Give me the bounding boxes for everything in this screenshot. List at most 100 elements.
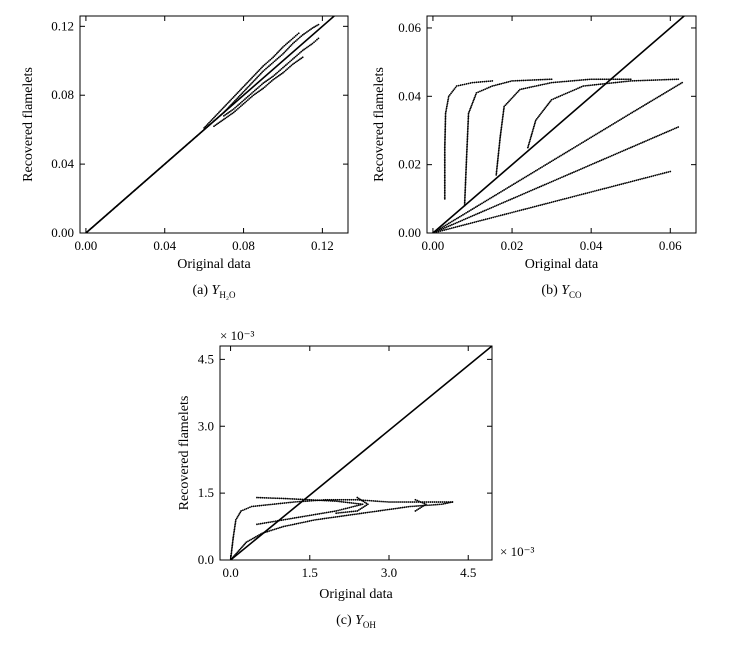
- data-point: [259, 522, 262, 525]
- data-point: [250, 538, 253, 541]
- data-point: [465, 160, 468, 163]
- data-point: [253, 93, 256, 96]
- data-point: [231, 541, 234, 544]
- data-point: [648, 101, 651, 104]
- data-point: [236, 92, 239, 94]
- data-point: [256, 535, 259, 537]
- data-point: [337, 512, 340, 514]
- data-point: [582, 141, 585, 144]
- data-point: [218, 121, 221, 124]
- data-point: [466, 148, 468, 151]
- data-point: [564, 151, 567, 154]
- data-point: [291, 63, 294, 66]
- data-point: [241, 87, 244, 89]
- data-point: [297, 59, 300, 62]
- data-point: [220, 108, 223, 111]
- data-point: [522, 208, 525, 211]
- data-point: [545, 82, 547, 85]
- data-point: [599, 130, 602, 133]
- data-point: [578, 86, 581, 89]
- series-5: [432, 81, 684, 233]
- data-point: [534, 119, 537, 122]
- data-point: [496, 83, 499, 86]
- data-point: [624, 80, 626, 83]
- data-point: [493, 205, 496, 208]
- data-point: [479, 90, 481, 93]
- data-point: [444, 141, 446, 144]
- data-point: [266, 503, 268, 506]
- data-point: [271, 520, 273, 523]
- data-point: [466, 137, 469, 139]
- data-point: [256, 496, 258, 499]
- data-point: [250, 77, 252, 80]
- data-point: [443, 159, 446, 162]
- data-point: [466, 140, 469, 143]
- data-point: [234, 110, 237, 113]
- data-point: [255, 92, 258, 95]
- data-point: [295, 501, 297, 503]
- data-point: [313, 41, 315, 44]
- data-point: [453, 88, 456, 90]
- data-point: [362, 512, 365, 514]
- data-point: [513, 211, 515, 213]
- data-point: [444, 133, 446, 136]
- data-point: [559, 95, 562, 97]
- data-point: [526, 79, 529, 82]
- data-point: [475, 213, 477, 216]
- y-axis-label: Recovered flamelets: [177, 396, 192, 511]
- data-point: [530, 135, 533, 138]
- data-point: [251, 81, 254, 84]
- data-point: [289, 60, 291, 63]
- data-point: [416, 509, 418, 511]
- data-point: [603, 78, 606, 81]
- data-point: [548, 78, 551, 81]
- data-point: [281, 502, 284, 505]
- data-point: [443, 164, 446, 167]
- data-point: [269, 64, 272, 66]
- data-point: [566, 91, 569, 94]
- data-point: [535, 117, 538, 120]
- data-point: [284, 69, 287, 72]
- data-point: [524, 87, 527, 90]
- data-point: [346, 507, 349, 509]
- data-point: [286, 42, 289, 45]
- data-point: [667, 130, 669, 133]
- data-point: [348, 501, 351, 504]
- data-point: [427, 504, 429, 507]
- data-point: [508, 100, 510, 103]
- data-point: [542, 109, 545, 112]
- data-point: [236, 97, 239, 100]
- data-point: [465, 170, 467, 172]
- data-point: [471, 221, 474, 224]
- data-point: [464, 181, 467, 184]
- data-point: [354, 502, 356, 505]
- data-point: [503, 213, 506, 216]
- data-point: [366, 511, 369, 514]
- data-point: [263, 86, 266, 88]
- data-point: [265, 67, 267, 70]
- data-point: [626, 80, 628, 83]
- data-point: [571, 79, 574, 82]
- data-point: [572, 146, 575, 149]
- data-point: [491, 80, 494, 82]
- data-point: [280, 526, 283, 529]
- data-point: [528, 173, 531, 176]
- data-point: [249, 93, 252, 96]
- data-point: [553, 158, 556, 161]
- data-point: [532, 128, 534, 131]
- data-point: [276, 57, 279, 60]
- data-point: [265, 521, 268, 524]
- data-point: [482, 88, 485, 91]
- series-3: [203, 32, 300, 129]
- data-point: [240, 546, 243, 549]
- data-point: [334, 516, 337, 518]
- data-point: [452, 219, 455, 222]
- data-point: [338, 498, 341, 501]
- data-point: [511, 96, 514, 99]
- data-point: [280, 54, 283, 57]
- data-point: [490, 216, 493, 219]
- data-point: [468, 109, 471, 112]
- data-point: [291, 37, 294, 40]
- data-point: [491, 85, 494, 87]
- data-point: [503, 81, 506, 84]
